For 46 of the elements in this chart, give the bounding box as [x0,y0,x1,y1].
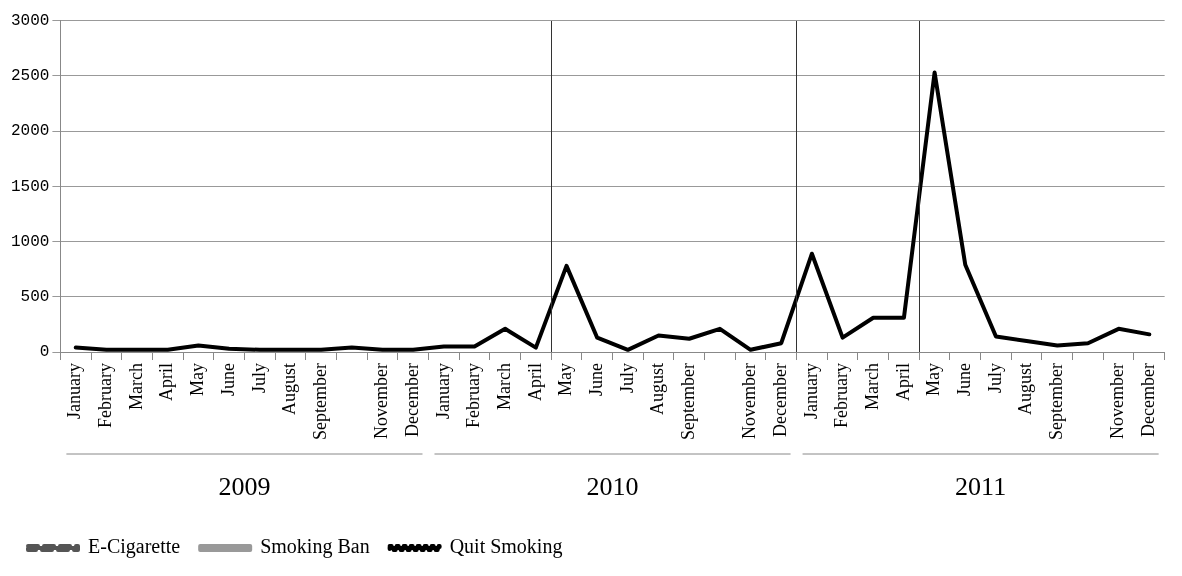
x-tick-label: February [831,363,852,429]
x-tick-label: July [984,363,1005,394]
x-tick-label: June [585,363,606,397]
legend-label: E-Cigarette [88,535,181,559]
x-tick-label: December [1138,363,1159,437]
x-tick-label: January [64,363,85,420]
text: 2010 [586,471,639,501]
text: 2011 [955,471,1007,501]
y-tick-label: 3000 [11,11,50,30]
x-tick-label: September [677,363,698,441]
y-tick-label: 1000 [11,232,50,251]
x-tick-label: May [187,363,208,397]
x-tick-label: July [616,363,637,394]
x-tick-label: March [861,363,882,411]
text: 2009 [218,471,271,501]
y-tick-label: 1500 [11,177,50,196]
x-tick-label: September [309,363,330,441]
x-tick-label: August [1015,363,1036,416]
legend-label: Smoking Ban [260,535,370,559]
x-tick-label: September [1046,363,1067,441]
x-tick-label: April [892,363,913,402]
x-tick-label: December [769,363,790,437]
x-tick-label: March [493,363,514,411]
x-tick-label: May [555,363,576,397]
y-tick-label: 500 [20,288,50,307]
x-tick-label: January [800,363,821,420]
x-tick-label: July [248,363,269,394]
x-tick-label: February [95,363,116,429]
x-tick-label: August [647,363,668,416]
x-tick-label: April [524,363,545,402]
x-tick-label: August [279,363,300,416]
x-tick-label: June [954,363,975,397]
x-tick-label: February [463,363,484,429]
x-tick-label: June [217,363,238,397]
y-tick-label: 2500 [11,67,50,86]
x-tick-label: March [125,363,146,411]
x-tick-label: April [156,363,177,402]
x-tick-label: May [923,363,944,397]
y-tick-label: 2000 [11,122,50,141]
legend-label: Quit Smoking [449,535,563,559]
x-tick-label: November [1107,363,1128,440]
x-tick-label: November [739,363,760,440]
x-tick-label: November [371,363,392,440]
x-tick-label: January [432,363,453,420]
y-tick-label: 0 [39,343,50,362]
x-tick-label: December [401,363,422,437]
